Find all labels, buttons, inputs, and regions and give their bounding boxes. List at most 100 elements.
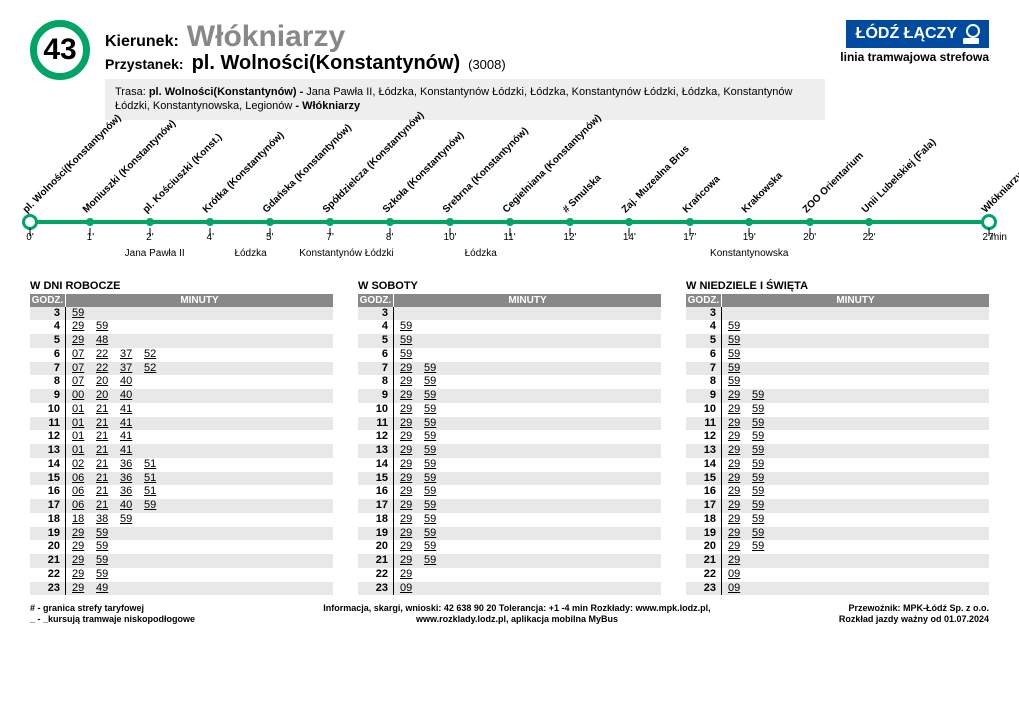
cell-minutes: 012141 — [66, 403, 333, 417]
minute-value: 59 — [424, 362, 438, 376]
strip-stop-label: Krakowska — [740, 170, 785, 215]
cell-hour: 18 — [358, 513, 394, 527]
strip-stop-label: Unii Lubelskiej (Fala) — [860, 136, 939, 215]
minute-value: 29 — [728, 554, 742, 568]
timetable-row: 459 — [358, 320, 661, 334]
cell-hour: 4 — [358, 320, 394, 334]
cell-minutes: 072040 — [66, 375, 333, 389]
minute-value: 59 — [424, 375, 438, 389]
cell-hour: 13 — [30, 444, 66, 458]
minute-value: 29 — [728, 513, 742, 527]
cell-minutes: 2959 — [722, 389, 989, 403]
cell-minutes: 2959 — [394, 472, 661, 486]
col-minutes: MINUTY — [394, 294, 661, 307]
strip-time-label: 8' — [386, 232, 393, 243]
minute-value: 59 — [728, 334, 742, 348]
timetable-row: 182959 — [686, 513, 989, 527]
cell-hour: 12 — [686, 430, 722, 444]
minute-value: 21 — [96, 430, 110, 444]
strip-stop-dot — [266, 218, 274, 226]
cell-hour: 23 — [30, 582, 66, 596]
cell-minutes — [394, 307, 661, 321]
minute-value: 29 — [400, 527, 414, 541]
timetable-title: W DNI ROBOCZE — [30, 280, 333, 292]
minute-value: 59 — [424, 444, 438, 458]
timetable-row: 112959 — [686, 417, 989, 431]
minute-value: 09 — [728, 582, 742, 596]
cell-minutes: 002040 — [66, 389, 333, 403]
cell-minutes: 29 59 — [394, 527, 661, 541]
strip-time-label: 0' — [26, 232, 33, 243]
minute-value: 29 — [400, 554, 414, 568]
timetable-row: 2309 — [686, 582, 989, 596]
minute-value: 29 — [72, 527, 86, 541]
timetable-row: 459 — [686, 320, 989, 334]
minute-value: 59 — [752, 430, 766, 444]
minute-value: 07 — [72, 362, 86, 376]
cell-hour: 15 — [358, 472, 394, 486]
strip-time-label: 4' — [207, 232, 214, 243]
timetable-row: 2209 — [686, 568, 989, 582]
cell-minutes: 2959 — [66, 568, 333, 582]
cell-hour: 14 — [30, 458, 66, 472]
direction-label: Kierunek: — [105, 33, 179, 51]
strip-time-label: 17' — [683, 232, 696, 243]
minute-value: 59 — [144, 499, 158, 513]
col-hour: GODZ. — [358, 294, 394, 307]
cell-hour: 20 — [30, 540, 66, 554]
minute-value: 29 — [72, 320, 86, 334]
strip-time-label: 12' — [563, 232, 576, 243]
strip-stop-dot — [625, 218, 633, 226]
cell-minutes: 09 — [722, 582, 989, 596]
minute-value: 59 — [752, 485, 766, 499]
timetable-row: 162959 — [686, 485, 989, 499]
cell-minutes: 2959 — [394, 389, 661, 403]
cell-minutes: 2959 — [722, 499, 989, 513]
timetable-row: 172959 — [358, 499, 661, 513]
timetable-row: 212959 — [30, 554, 333, 568]
minute-value: 59 — [752, 417, 766, 431]
minute-value: 09 — [400, 582, 414, 596]
minute-value: 29 — [400, 362, 414, 376]
cell-hour: 6 — [686, 348, 722, 362]
timetable-row: 607223752 — [30, 348, 333, 362]
strip-stop-dot — [86, 218, 94, 226]
strip-time-label: 2' — [146, 232, 153, 243]
cell-hour: 6 — [30, 348, 66, 362]
strip-street-label: Łódzka — [465, 248, 497, 259]
timetable-row: 122959 — [358, 430, 661, 444]
minute-value: 29 — [72, 540, 86, 554]
timetable-row: 10012141 — [30, 403, 333, 417]
cell-hour: 21 — [30, 554, 66, 568]
strip-stop-dot — [745, 218, 753, 226]
minute-value: 21 — [96, 458, 110, 472]
col-hour: GODZ. — [686, 294, 722, 307]
timetable-row: 182959 — [358, 513, 661, 527]
timetable-row: 759 — [686, 362, 989, 376]
cell-hour: 16 — [30, 485, 66, 499]
minute-value: 59 — [752, 540, 766, 554]
minute-value: 29 — [400, 513, 414, 527]
timetable-row: 559 — [686, 334, 989, 348]
strip-time-label: 11' — [503, 232, 515, 243]
cell-minutes: 012141 — [66, 430, 333, 444]
minute-value: 29 — [400, 430, 414, 444]
minute-value: 51 — [144, 458, 158, 472]
timetable-row: 82959 — [358, 375, 661, 389]
minute-value: 59 — [424, 527, 438, 541]
cell-minutes: 09 — [722, 568, 989, 582]
brand-sub: linia tramwajowa strefowa — [840, 50, 989, 64]
minute-value: 59 — [752, 444, 766, 458]
strip-stop-label: Zaj. Muzealna Brus — [620, 143, 692, 215]
footer-operator: Przewoźnik: MPK-Łódź Sp. z o.o. — [839, 603, 989, 614]
minute-value: 59 — [424, 499, 438, 513]
cell-hour: 11 — [30, 417, 66, 431]
minute-value: 29 — [400, 375, 414, 389]
strip-stop-dot — [566, 218, 574, 226]
route-start: pl. Wolności(Konstantynów) - — [149, 86, 303, 98]
timetable-row: 202959 — [30, 540, 333, 554]
timetable: W NIEDZIELE I ŚWIĘTAGODZ.MINUTY345955965… — [686, 280, 989, 596]
cell-minutes: 2959 — [722, 540, 989, 554]
cell-minutes: 2959 — [394, 485, 661, 499]
timetable-row: 42959 — [30, 320, 333, 334]
